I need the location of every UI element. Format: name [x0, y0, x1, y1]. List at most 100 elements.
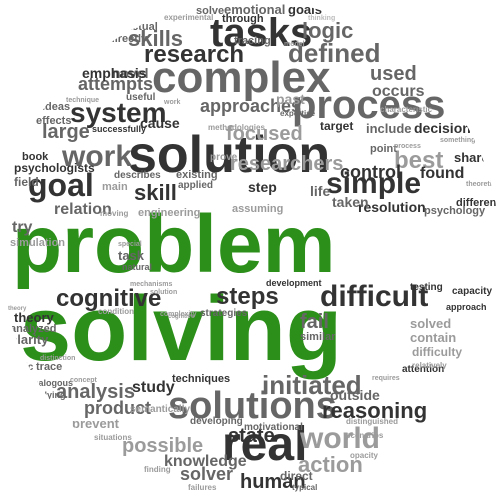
cloud-word-failures: failures [188, 483, 217, 492]
cloud-word-steps: steps [216, 283, 279, 310]
words-group: problemsolvingsolutioncomplexprocesstask… [8, 2, 500, 493]
cloud-word-thinking: thinking [308, 15, 335, 22]
cloud-word-system: system [70, 97, 167, 128]
cloud-word-relatively: relatively [412, 361, 447, 370]
cloud-word-cognitive: cognitive [168, 314, 195, 320]
cloud-word-research: research [144, 41, 244, 68]
cloud-word-real: real [222, 418, 307, 471]
cloud-word-task: task [118, 248, 145, 263]
cloud-word-moving: moving [100, 209, 129, 218]
cloud-word-emphasis: emphasis [82, 65, 147, 81]
cloud-word-attention: attention [402, 364, 444, 375]
cloud-word-directly: directly [108, 33, 148, 45]
cloud-word-opacity: opacity [350, 451, 379, 460]
cloud-word-goal: goal [28, 167, 94, 203]
cloud-word-tracing: tracing [234, 35, 271, 47]
cloud-word-condition: condition [98, 307, 134, 316]
cloud-word-disrupt: disrupt [384, 30, 419, 41]
cloud-word-tasks: tasks [210, 11, 312, 55]
cloud-word-concept: concept [70, 377, 98, 384]
cloud-word-process: process [394, 143, 421, 150]
cloud-word-action: action [298, 452, 363, 477]
cloud-word-prove: prove [210, 152, 238, 163]
cloud-word-past: past [276, 91, 305, 107]
cloud-word-different: different [456, 197, 500, 209]
cloud-word-approach: approach [446, 302, 487, 312]
cloud-word-include: include [366, 121, 412, 136]
cloud-word-describes: describes [114, 170, 161, 181]
cloud-word-product: product [84, 398, 151, 418]
cloud-word-engineering: engineering [138, 207, 200, 219]
cloud-word-work: work [61, 140, 132, 173]
cloud-word-existing: existing [176, 169, 218, 181]
cloud-word-methodologies: methodologies [208, 123, 265, 132]
cloud-word-contain: contain [410, 330, 456, 345]
cloud-word-psychologists: psychologists [14, 161, 95, 175]
cloud-word-approaches: approaches [200, 96, 301, 116]
cloud-word-psychology: psychology [424, 205, 486, 217]
cloud-word-something: something [440, 137, 475, 144]
cloud-word-point: point [370, 143, 397, 155]
cloud-word-novel: novel [112, 65, 149, 81]
cloud-word-cognitive: cognitive [56, 285, 161, 312]
cloud-word-strategies: strategies [200, 308, 248, 319]
cloud-word-studying: studying [28, 390, 66, 400]
cloud-word-share: share [454, 150, 489, 165]
cloud-word-control: control [340, 162, 401, 182]
cloud-word-scenarios: scenarios [346, 431, 384, 440]
cloud-word-distinguished: distinguished [346, 417, 398, 426]
cloud-word-successfully: successfully [92, 124, 146, 134]
cloud-word-initiated: initiated [262, 370, 362, 400]
cloud-word-distinction: distinction [40, 355, 75, 362]
cloud-word-used: used [370, 63, 417, 85]
cloud-word-requires: requires [372, 375, 400, 382]
cloud-word-mechanisms: mechanisms [130, 281, 173, 288]
cloud-word-capacity: capacity [452, 286, 492, 297]
cloud-word-actual: actual [126, 21, 158, 33]
cloud-word-difficulty: difficulty [412, 345, 462, 359]
cloud-word-best: best [394, 147, 443, 174]
cloud-word-skills: skills [128, 26, 183, 51]
cloud-word-simple: simple [326, 167, 421, 200]
cloud-word-possible: possible [122, 435, 203, 457]
cloud-word-testing: testing [410, 282, 443, 293]
cloud-word-solver: solver [180, 464, 233, 484]
cloud-word-fail: fail [300, 311, 329, 333]
cloud-word-analyzed: analyzed [10, 323, 56, 335]
cloud-word-complexity: complexity [160, 311, 197, 318]
cloud-word-difficult: difficult [320, 280, 428, 313]
cloud-word-target: target [320, 119, 353, 133]
cloud-word-direct: direct [280, 469, 313, 483]
cloud-word-life: life [310, 183, 330, 199]
cloud-word-process: process [292, 83, 445, 127]
cloud-word-relation: relation [54, 201, 112, 218]
cloud-word-solution: solution [128, 126, 330, 184]
cloud-word-assuming: assuming [232, 203, 283, 215]
cloud-word-resolution: resolution [358, 199, 426, 215]
cloud-word-work: work [163, 99, 180, 106]
cloud-word-human: human [240, 471, 306, 493]
cloud-word-decision: decision [414, 120, 471, 136]
cloud-word-problem: problem [12, 199, 335, 290]
cloud-word-clarity: clarity [10, 332, 49, 347]
cloud-word-large: large [42, 121, 90, 143]
cloud-word-characteristic: characteristic [380, 105, 433, 114]
cloud-word-state: state [228, 425, 275, 447]
cloud-word-found: found [420, 165, 464, 182]
cloud-word-solutions: solutions [168, 385, 337, 427]
cloud-word-skill: skill [134, 180, 177, 205]
cloud-word-theory: theory [14, 310, 55, 325]
cloud-word-natural: natural [122, 262, 152, 272]
cloud-word-effects: effects [36, 115, 71, 127]
cloud-word-trace: trace [36, 361, 62, 373]
cloud-word-main: main [102, 181, 128, 193]
cloud-word-solving: solving [20, 278, 342, 380]
cloud-word-expertise: expertise [280, 109, 316, 118]
cloud-word-analysis: analysis [56, 381, 135, 403]
cloud-word-logic: logic [302, 18, 353, 43]
cloud-word-solve: solve [196, 5, 224, 17]
cloud-word-situations: situations [94, 433, 132, 442]
cloud-word-prevent: prevent [72, 416, 120, 431]
cloud-word-occurs: occurs [372, 83, 425, 100]
